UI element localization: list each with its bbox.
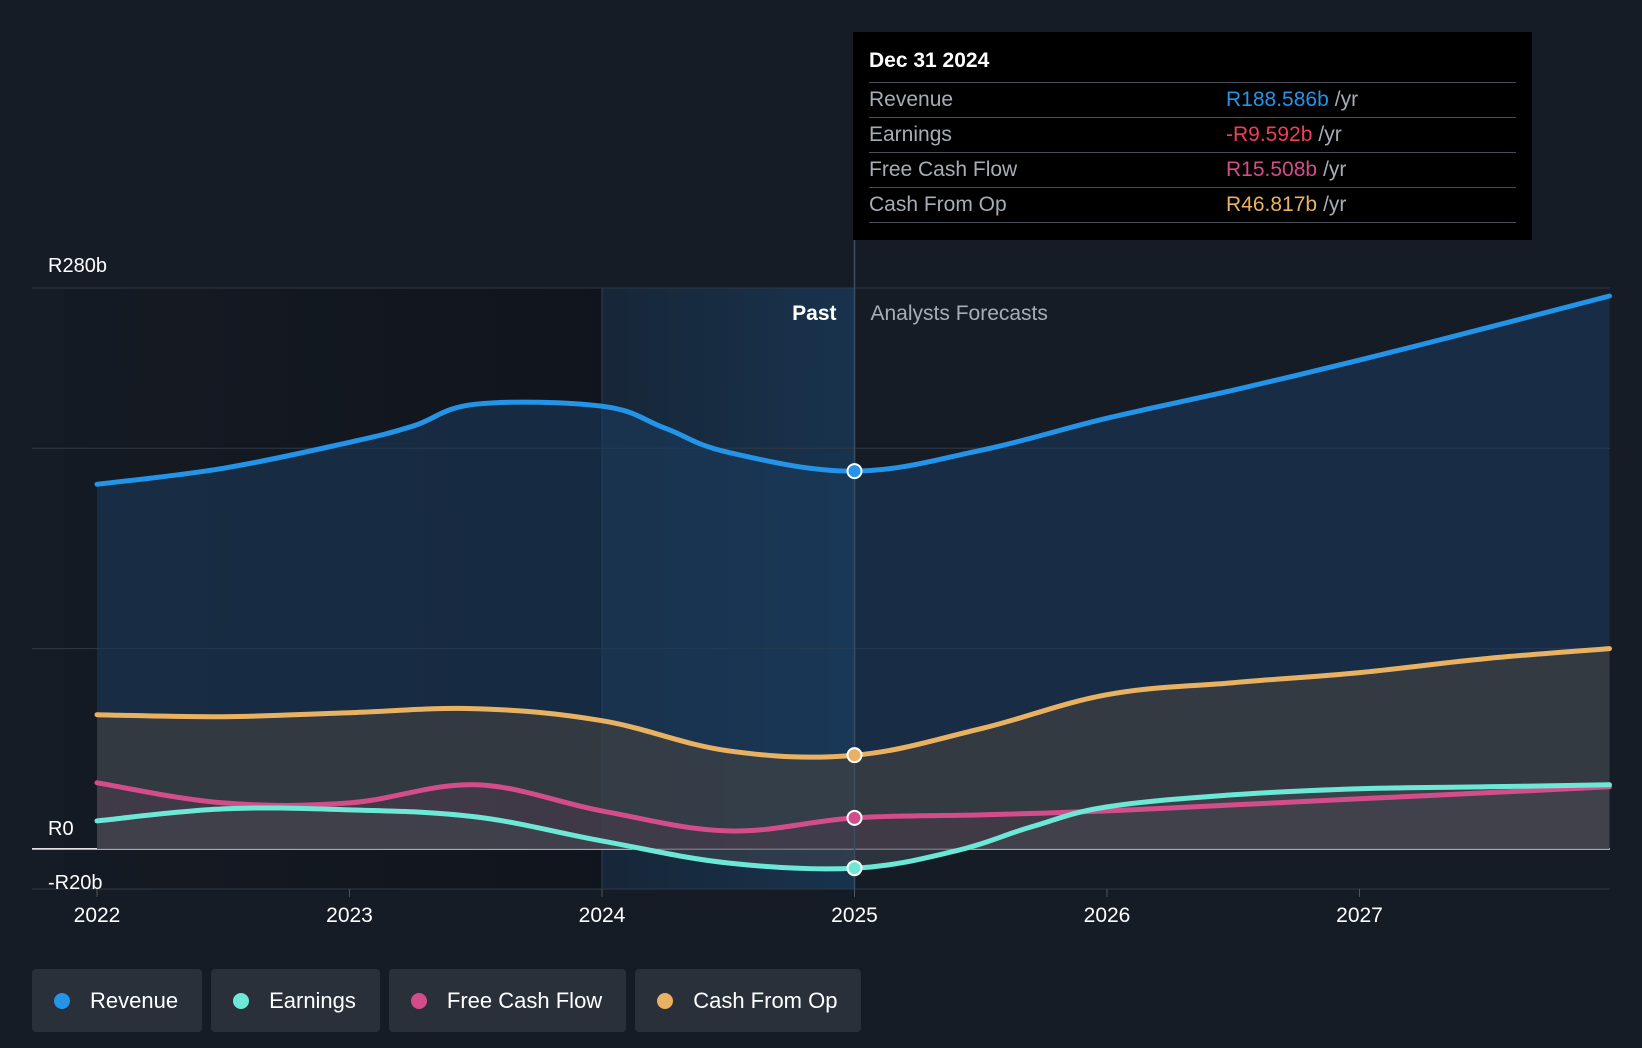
legend: Revenue Earnings Free Cash Flow Cash Fro… — [32, 969, 862, 1032]
tooltip-value: R15.508b — [1226, 158, 1318, 181]
tooltip-label: Free Cash Flow — [869, 158, 1018, 181]
legend-item-earnings[interactable]: Earnings — [211, 969, 380, 1032]
legend-item-revenue[interactable]: Revenue — [32, 969, 203, 1032]
legend-label: Revenue — [90, 987, 179, 1013]
legend-label: Earnings — [269, 987, 356, 1013]
x-axis-label: 2027 — [1336, 904, 1383, 927]
tooltip-label: Cash From Op — [869, 193, 1007, 216]
x-axis-label: 2024 — [579, 904, 626, 927]
y-axis-label: R280b — [48, 255, 107, 277]
legend-label: Free Cash Flow — [446, 987, 603, 1013]
tooltip-value: R188.586b — [1226, 88, 1329, 111]
tooltip-value: -R9.592b — [1226, 123, 1313, 146]
past-label: Past — [792, 302, 836, 325]
x-axis-label: 2026 — [1084, 904, 1131, 927]
marker-earnings — [846, 860, 863, 877]
legend-dot-icon — [410, 992, 427, 1009]
legend-item-cash-from-op[interactable]: Cash From Op — [635, 969, 862, 1032]
tooltip-value: R46.817b — [1226, 193, 1318, 216]
forecast-label: Analysts Forecasts — [871, 302, 1048, 325]
tooltip-row-revenue: Revenue R188.586b /yr — [869, 82, 1516, 117]
line-earnings — [94, 782, 1612, 872]
tooltip-row-earnings: Earnings -R9.592b /yr — [869, 117, 1516, 152]
tooltip-unit: /yr — [1323, 193, 1347, 216]
tooltip-date: Dec 31 2024 — [869, 49, 990, 72]
legend-item-free-cash-flow[interactable]: Free Cash Flow — [388, 969, 627, 1032]
x-axis-label: 2023 — [326, 904, 373, 927]
y-axis-label: R0 — [48, 818, 74, 840]
line-revenue — [94, 293, 1612, 487]
x-axis-label: 2022 — [74, 904, 121, 927]
tooltip-unit: /yr — [1334, 88, 1359, 111]
tooltip-label: Earnings — [869, 123, 952, 146]
tooltip-row-cash-from-op: Cash From Op R46.817b /yr — [869, 187, 1516, 223]
legend-dot-icon — [54, 992, 70, 1009]
marker-free-cash-flow — [846, 809, 863, 826]
marker-cash-from-op — [846, 747, 863, 764]
y-axis-label: -R20b — [48, 872, 102, 894]
tooltip-row-free-cash-flow: Free Cash Flow R15.508b /yr — [869, 152, 1516, 187]
tooltip: Dec 31 2024 Revenue R188.586b /yr Earnin… — [853, 32, 1532, 240]
x-axis-label: 2025 — [831, 904, 878, 927]
tooltip-label: Revenue — [869, 88, 954, 111]
tooltip-unit: /yr — [1323, 158, 1347, 181]
legend-label: Cash From Op — [693, 987, 838, 1013]
legend-dot-icon — [657, 992, 674, 1009]
marker-revenue — [846, 463, 863, 480]
legend-dot-icon — [233, 992, 250, 1009]
tooltip-unit: /yr — [1318, 123, 1342, 146]
